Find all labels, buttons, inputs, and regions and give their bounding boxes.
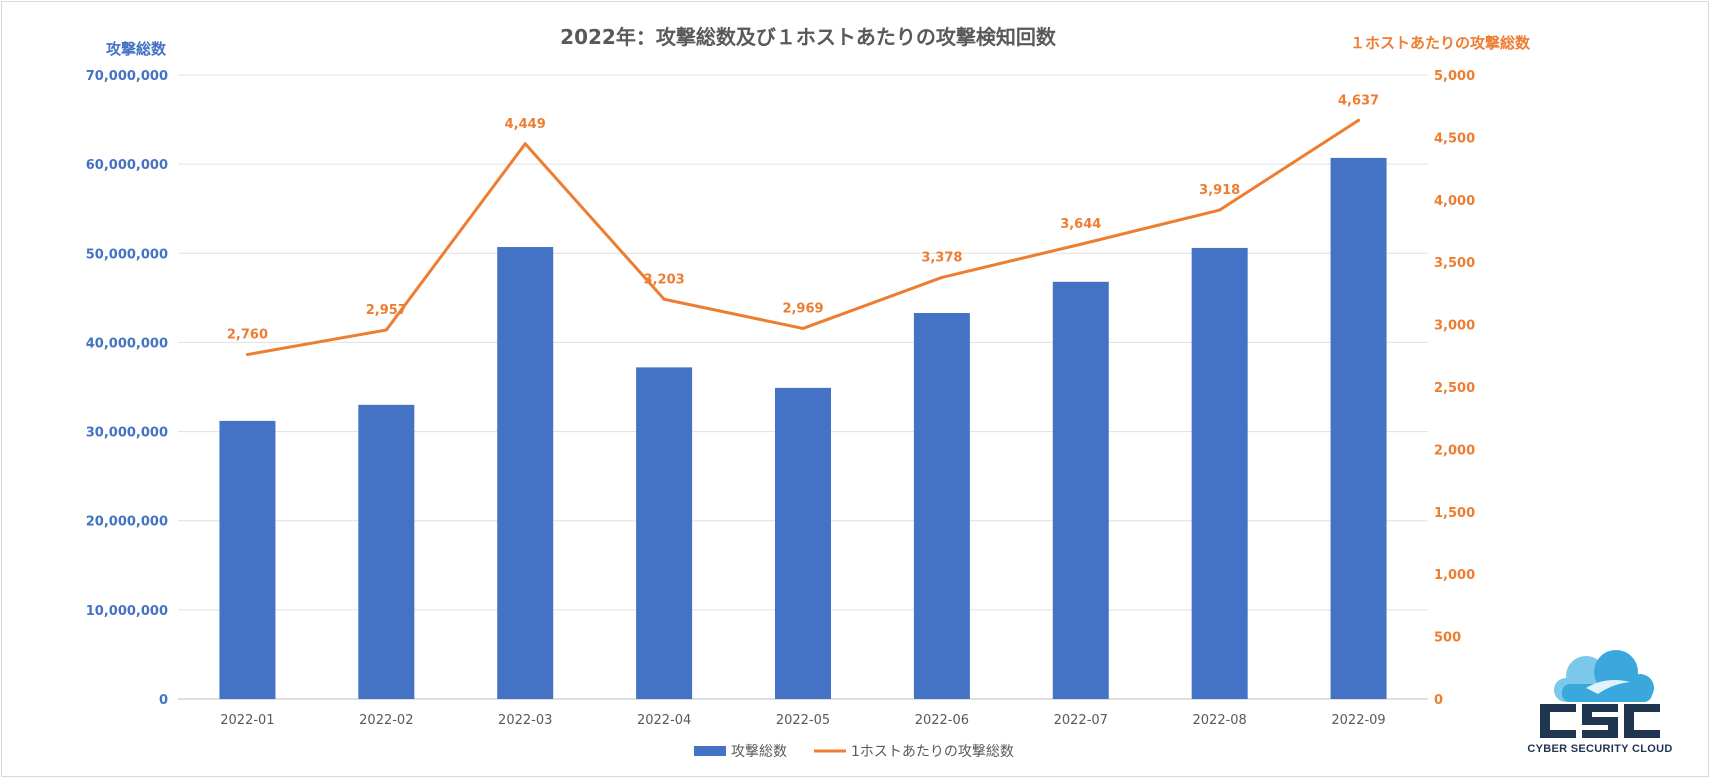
right-tick-label: 3,500 — [1434, 256, 1475, 271]
line-data-label: 4,449 — [505, 117, 546, 132]
left-tick-label: 50,000,000 — [86, 247, 168, 262]
line-data-label: 3,918 — [1199, 183, 1240, 198]
line-point-2022-02 — [384, 328, 388, 332]
left-tick-label: 20,000,000 — [86, 515, 168, 530]
line-data-label: 3,203 — [644, 272, 685, 287]
right-tick-label: 500 — [1434, 631, 1461, 646]
right-tick-label: 3,000 — [1434, 319, 1475, 334]
bar-2022-05 — [775, 387, 831, 699]
x-axis-ticks: 2022-01 2022-02 2022-03 2022-04 2022-05 2022-… — [220, 713, 1385, 728]
line-data-label: 2,760 — [227, 328, 268, 343]
legend-swatch-bar — [694, 746, 726, 756]
line-data-labels: 2,760 2,957 4,449 3,203 2,969 3,378 3,644 3,918… — [227, 93, 1379, 342]
right-tick-label: 2,000 — [1434, 443, 1475, 458]
x-tick-label: 2022-05 — [776, 713, 830, 728]
right-tick-label: 4,000 — [1434, 194, 1475, 209]
line-point-2022-05 — [801, 326, 805, 330]
left-tick-label: 70,000,000 — [86, 69, 168, 84]
x-tick-label: 2022-03 — [498, 713, 552, 728]
line-point-2022-08 — [1218, 208, 1222, 212]
x-tick-label: 2022-06 — [915, 713, 969, 728]
right-tick-label: 2,500 — [1434, 381, 1475, 396]
line-data-label: 2,969 — [782, 301, 823, 316]
bar-2022-04 — [636, 367, 693, 699]
legend-label-line: 1ホストあたりの攻撃総数 — [851, 744, 1014, 760]
left-tick-label: 0 — [159, 693, 168, 708]
cloud-icon — [1554, 650, 1654, 702]
left-tick-label: 10,000,000 — [86, 604, 168, 619]
x-tick-label: 2022-04 — [637, 713, 691, 728]
line-data-label: 3,644 — [1060, 217, 1101, 232]
legend: 攻撃総数 1ホストあたりの攻撃総数 — [694, 744, 1014, 760]
x-tick-label: 2022-07 — [1054, 713, 1108, 728]
x-tick-label: 2022-01 — [220, 713, 274, 728]
line-data-label: 2,957 — [366, 303, 407, 318]
bar-2022-01 — [219, 420, 276, 699]
right-tick-label: 1,000 — [1434, 568, 1475, 583]
x-tick-label: 2022-08 — [1193, 713, 1247, 728]
bar-2022-02 — [358, 404, 415, 699]
x-tick-label: 2022-09 — [1331, 713, 1385, 728]
logo-tagline: CYBER SECURITY CLOUD — [1527, 743, 1672, 755]
right-tick-label: 4,500 — [1434, 131, 1475, 146]
csc-letters — [1540, 704, 1660, 738]
left-axis-ticks: 0 10,000,000 20,000,000 30,000,000 40,000,00… — [86, 69, 168, 708]
line-point-2022-03 — [523, 142, 527, 146]
line-series — [245, 118, 1361, 357]
left-tick-label: 40,000,000 — [86, 336, 168, 351]
bar-2022-07 — [1052, 281, 1109, 699]
right-tick-label: 0 — [1434, 693, 1443, 708]
bar-2022-08 — [1191, 247, 1248, 700]
right-tick-label: 5,000 — [1434, 69, 1475, 84]
line-point-2022-06 — [940, 275, 944, 279]
line-point-2022-01 — [245, 353, 249, 357]
line-point-2022-07 — [1079, 242, 1083, 246]
line-point-2022-09 — [1357, 118, 1361, 122]
bar-2022-06 — [913, 313, 970, 699]
chart-title: 2022年：攻撃総数及び１ホストあたりの攻撃検知回数 — [560, 25, 1057, 49]
csc-logo: CYBER SECURITY CLOUD — [1527, 650, 1672, 755]
right-axis-ticks: 0 500 1,000 1,500 2,000 2,500 3,000 3,500 4,000 4… — [1434, 69, 1475, 708]
line-data-label: 4,637 — [1338, 93, 1379, 108]
bar-2022-03 — [497, 247, 554, 699]
left-tick-label: 60,000,000 — [86, 158, 168, 173]
line-data-label: 3,378 — [921, 250, 962, 265]
legend-label-bar: 攻撃総数 — [731, 744, 787, 760]
line-point-2022-04 — [662, 297, 666, 301]
bar-series — [219, 157, 1387, 700]
left-axis-title: 攻撃総数 — [106, 40, 167, 58]
right-axis-title: １ホストあたりの攻撃総数 — [1350, 34, 1531, 52]
x-tick-label: 2022-02 — [359, 713, 413, 728]
bar-2022-09 — [1330, 157, 1387, 700]
left-tick-label: 30,000,000 — [86, 426, 168, 441]
right-tick-label: 1,500 — [1434, 506, 1475, 521]
